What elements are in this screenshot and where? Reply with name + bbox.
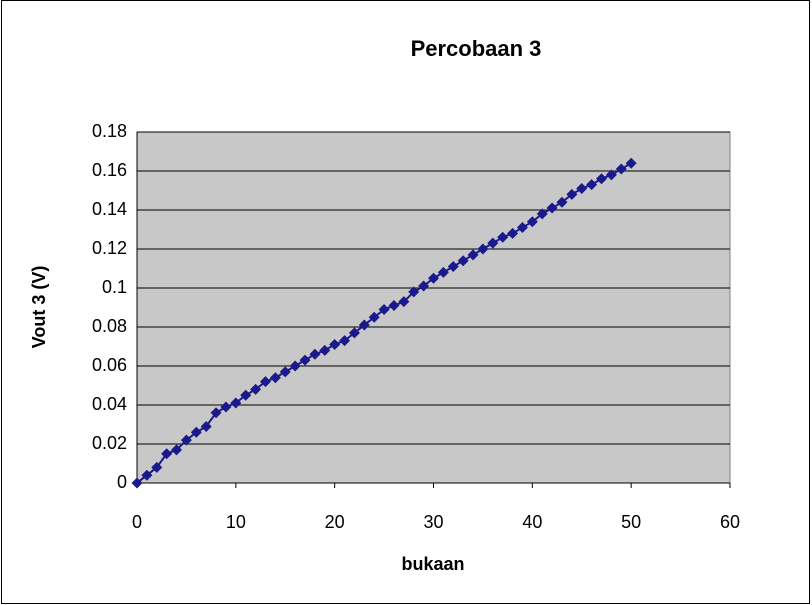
x-tick-label: 0 — [132, 512, 142, 532]
x-tick-label: 30 — [423, 512, 443, 532]
y-tick-label: 0.04 — [92, 394, 127, 414]
y-tick-label: 0.12 — [92, 238, 127, 258]
page: Percobaan 3 bukaan Vout 3 (V) 0 0.02 0.04 0… — [0, 0, 812, 605]
plot-area — [137, 132, 730, 483]
x-tick-label: 50 — [621, 512, 641, 532]
y-tick-label: 0 — [117, 472, 127, 492]
y-axis-label: Vout 3 (V) — [29, 266, 49, 349]
x-axis-label: bukaan — [401, 554, 464, 574]
y-tick-label: 0.16 — [92, 160, 127, 180]
chart: Percobaan 3 bukaan Vout 3 (V) 0 0.02 0.04 0… — [0, 0, 812, 605]
y-tick-label: 0.08 — [92, 316, 127, 336]
chart-title: Percobaan 3 — [411, 36, 542, 61]
y-tick-label: 0.14 — [92, 199, 127, 219]
y-tick-label: 0.18 — [92, 121, 127, 141]
x-tick-label: 20 — [325, 512, 345, 532]
y-tick-label: 0.1 — [102, 277, 127, 297]
x-tick-label: 60 — [720, 512, 740, 532]
x-tick-label: 10 — [226, 512, 246, 532]
y-tick-label: 0.06 — [92, 355, 127, 375]
y-tick-label: 0.02 — [92, 433, 127, 453]
x-tick-label: 40 — [522, 512, 542, 532]
